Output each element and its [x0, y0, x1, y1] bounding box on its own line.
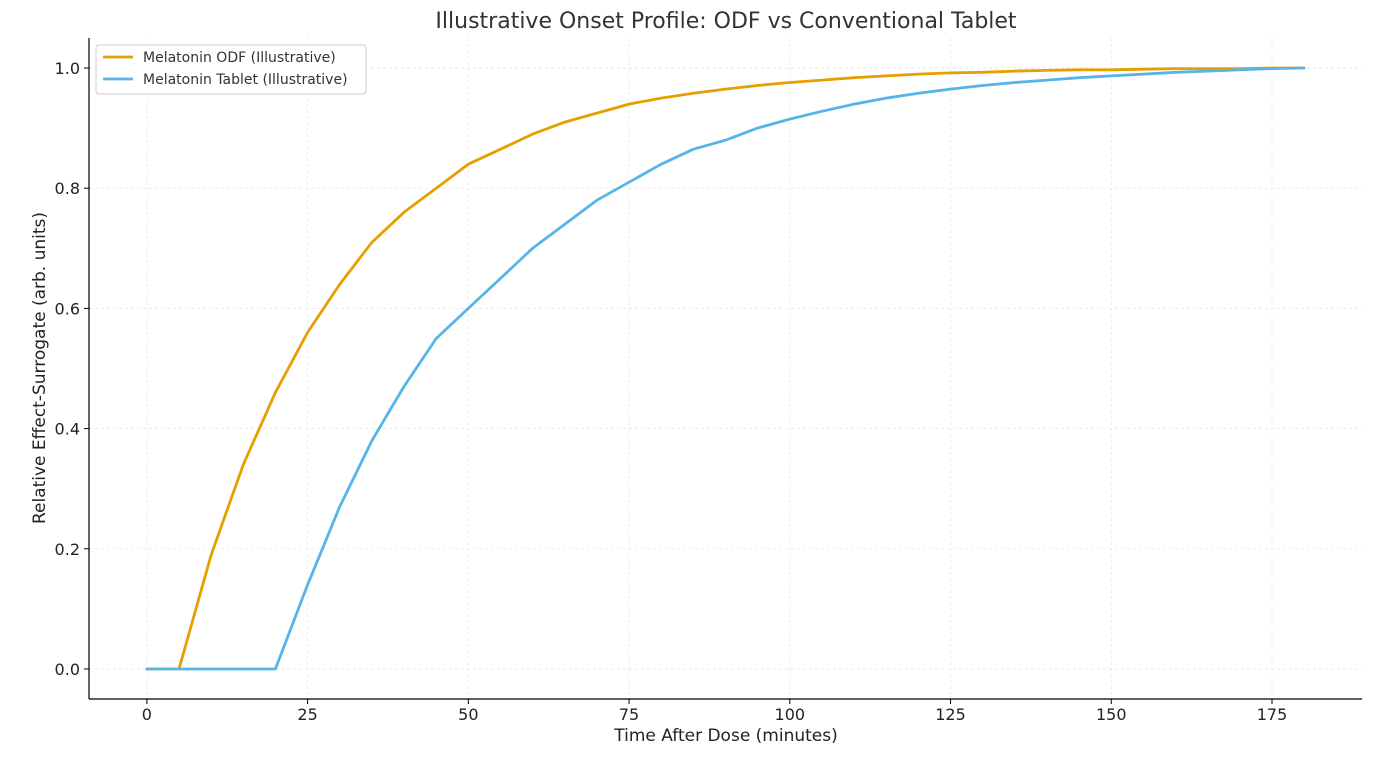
series-line-1: [145, 66, 1306, 671]
legend-label: Melatonin Tablet (Illustrative): [143, 72, 348, 88]
y-tick-label: 0.8: [55, 179, 80, 198]
y-tick-label: 0.2: [55, 540, 80, 559]
x-tick-label: 25: [297, 705, 317, 724]
y-axis-ticks: 0.0 0.2 0.4 0.6 0.8 1.0: [55, 59, 89, 679]
legend-label: Melatonin ODF (Illustrative): [143, 50, 336, 66]
x-axis-ticks: 0 25 50 75 100 125 150 175: [142, 699, 1287, 724]
series-line-2: [145, 66, 1306, 671]
x-tick-label: 100: [775, 705, 806, 724]
y-tick-label: 0.4: [55, 420, 80, 439]
grid: [89, 38, 1362, 699]
y-tick-label: 0.0: [55, 660, 80, 679]
x-axis-label: Time After Dose (minutes): [613, 726, 838, 746]
x-tick-label: 150: [1096, 705, 1127, 724]
legend: Melatonin ODF (Illustrative) Melatonin Ta…: [95, 44, 367, 95]
y-tick-label: 1.0: [55, 59, 80, 78]
x-tick-label: 0: [142, 705, 152, 724]
x-tick-label: 125: [935, 705, 966, 724]
y-tick-label: 0.6: [55, 299, 80, 318]
axes: [88, 38, 1362, 700]
chart-title: Illustrative Onset Profile: ODF vs Conve…: [435, 9, 1017, 34]
series-lines: [145, 66, 1306, 671]
y-axis-label: Relative Effect-Surrogate (arb. units): [30, 212, 50, 524]
x-tick-label: 175: [1257, 705, 1288, 724]
x-tick-label: 75: [619, 705, 639, 724]
x-tick-label: 50: [458, 705, 478, 724]
legend-box: [95, 44, 367, 95]
